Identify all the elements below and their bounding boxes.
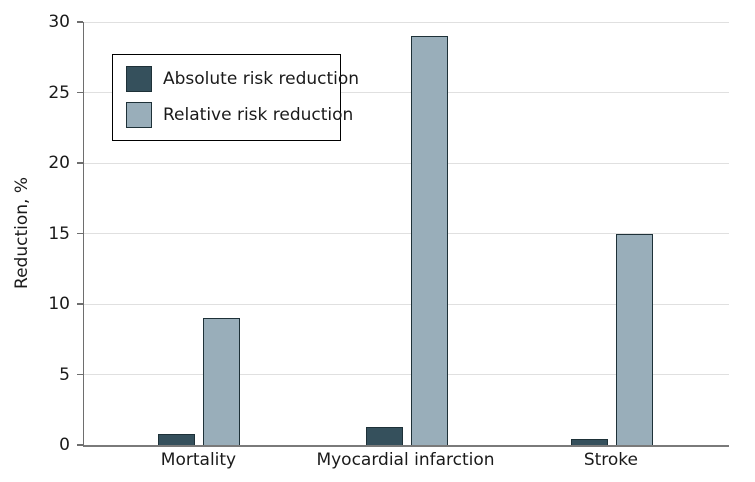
- y-tick-0: [77, 444, 83, 446]
- y-tick-label-30: 30: [48, 12, 70, 32]
- x-axis: Mortality Myocardial infarction Stroke: [83, 450, 728, 476]
- gridline-10: [84, 303, 729, 305]
- gridline-25: [84, 92, 729, 93]
- y-axis: 0 5 10 15 20 25 30: [0, 12, 83, 455]
- legend-item-absolute-risk-reduction: Absolute risk reduction: [126, 66, 359, 92]
- y-tick-label-15: 15: [48, 223, 70, 244]
- bar-myocardial-infarction-relative: [410, 36, 448, 445]
- y-tick-label-10: 10: [48, 294, 70, 314]
- y-tick-label-0: 0: [59, 435, 70, 455]
- bar-stroke-relative: [615, 233, 653, 445]
- bar-myocardial-infarction-absolute: [365, 426, 403, 445]
- gridline-30: [84, 21, 729, 23]
- plot-area: Absolute risk reduction Relative risk re…: [83, 21, 729, 447]
- bar-mortality-absolute: [158, 433, 196, 445]
- y-tick-label-20: 20: [48, 153, 70, 173]
- legend-swatch-absolute-icon: [126, 66, 152, 92]
- x-category-label-myocardial-infarction: Myocardial infarction: [316, 450, 495, 470]
- y-tick-20: [77, 162, 83, 164]
- legend-item-relative-risk-reduction: Relative risk reduction: [126, 102, 353, 128]
- gridline-5: [84, 374, 729, 375]
- gridline-20: [84, 162, 729, 164]
- gridline-15: [84, 233, 729, 234]
- y-tick-10: [77, 303, 83, 305]
- bar-mortality-relative: [203, 318, 241, 445]
- y-tick-15: [77, 232, 83, 235]
- y-tick-label-5: 5: [59, 364, 70, 385]
- legend-label-absolute: Absolute risk reduction: [163, 69, 360, 89]
- y-tick-5: [77, 373, 83, 376]
- bar-stroke-absolute: [570, 439, 608, 445]
- y-tick-label-25: 25: [48, 82, 70, 103]
- y-tick-30: [77, 21, 83, 23]
- legend-label-relative: Relative risk reduction: [163, 105, 354, 125]
- x-category-label-mortality: Mortality: [160, 450, 237, 470]
- legend-swatch-relative-icon: [126, 102, 152, 128]
- legend: Absolute risk reduction Relative risk re…: [112, 54, 359, 141]
- y-tick-25: [77, 91, 83, 94]
- x-category-label-stroke: Stroke: [583, 450, 638, 470]
